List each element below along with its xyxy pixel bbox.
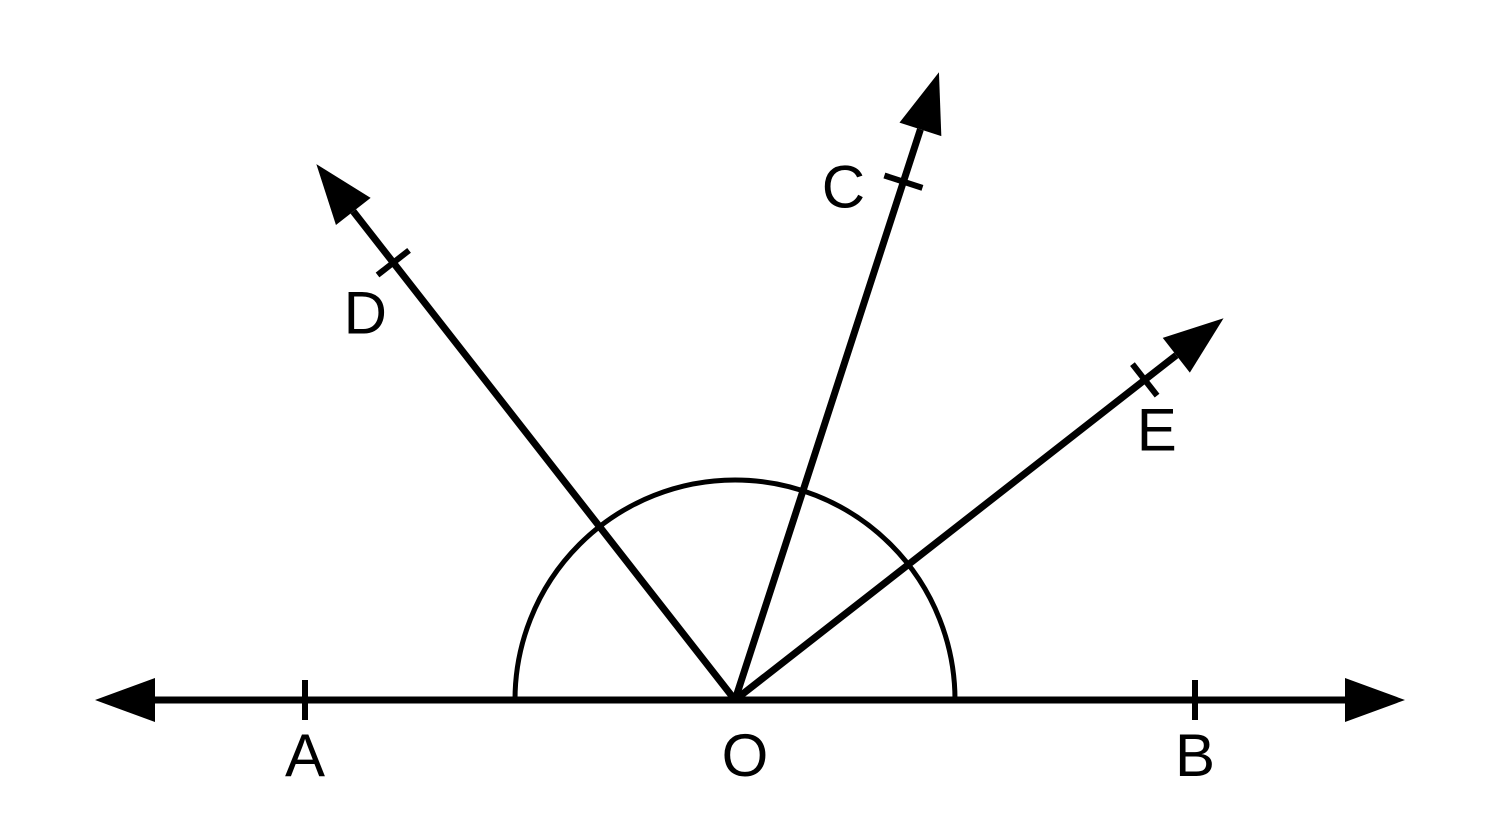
geometry-diagram: A B E C D O — [0, 0, 1497, 826]
point-label-C: C — [822, 154, 865, 221]
point-label-D: D — [344, 279, 387, 346]
point-label-B: B — [1175, 722, 1215, 789]
point-label-A: A — [285, 722, 325, 789]
point-label-O: O — [722, 722, 769, 789]
point-label-E: E — [1137, 397, 1177, 464]
